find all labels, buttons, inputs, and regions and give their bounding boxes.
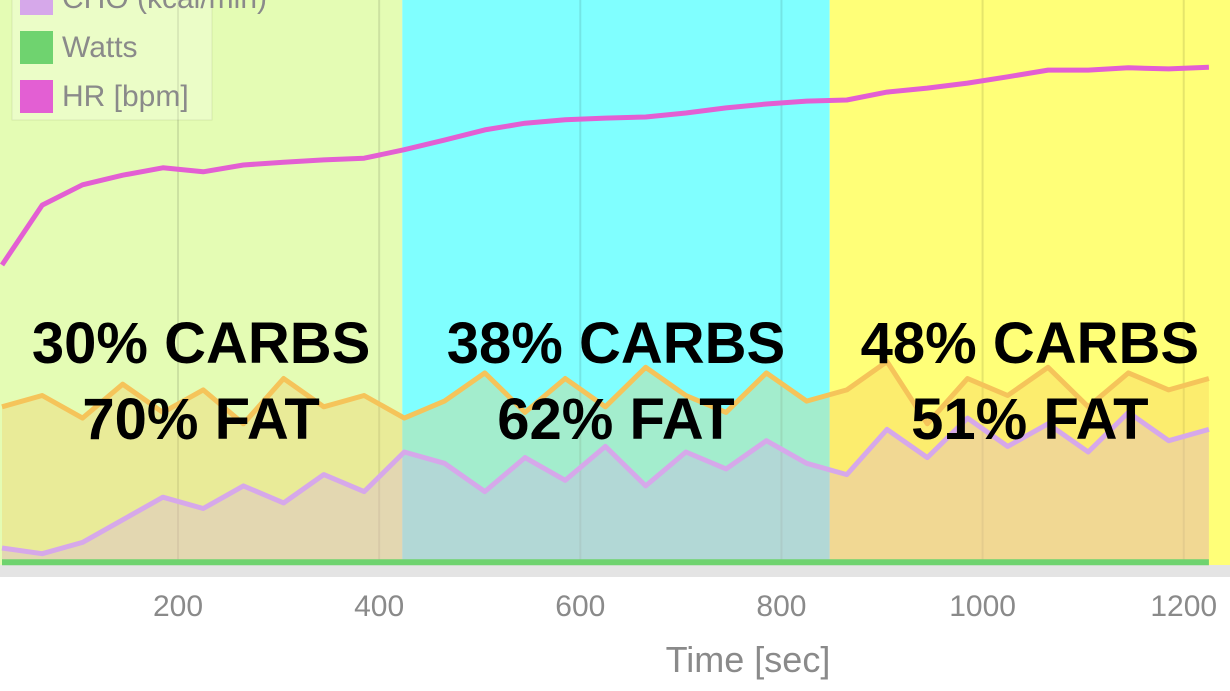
x-tick-label: 800	[756, 590, 806, 623]
legend-label: HR [bpm]	[62, 80, 189, 113]
zone	[829, 0, 1230, 565]
zone-label: 62% FAT	[497, 387, 734, 452]
x-axis-label: Time [sec]	[666, 639, 831, 680]
legend-swatch	[20, 80, 53, 113]
zone	[402, 0, 830, 565]
zone-label: 38% CARBS	[447, 311, 785, 376]
legend-label: CHO (kcal/min)	[62, 0, 267, 15]
zone-label: 30% CARBS	[32, 311, 370, 376]
series-line	[0, 64, 1210, 267]
zone-label: 70% FAT	[82, 387, 319, 452]
x-tick-label: 1000	[949, 590, 1016, 623]
x-tick-label: 400	[354, 590, 404, 623]
legend-swatch	[20, 0, 53, 15]
zone-label: 48% CARBS	[861, 311, 1199, 376]
series-line	[1, 409, 1210, 557]
x-axis-band	[0, 565, 1230, 577]
series-line	[1, 359, 1210, 427]
x-tick-label: 1200	[1150, 590, 1217, 623]
series-area	[2, 412, 1209, 565]
legend-swatch	[20, 31, 53, 64]
legend-label: Watts	[62, 31, 138, 64]
zone	[0, 0, 403, 565]
x-tick-label: 200	[153, 590, 203, 623]
series-area	[2, 361, 1209, 565]
x-tick-label: 600	[555, 590, 605, 623]
zone-label: 51% FAT	[911, 387, 1148, 452]
